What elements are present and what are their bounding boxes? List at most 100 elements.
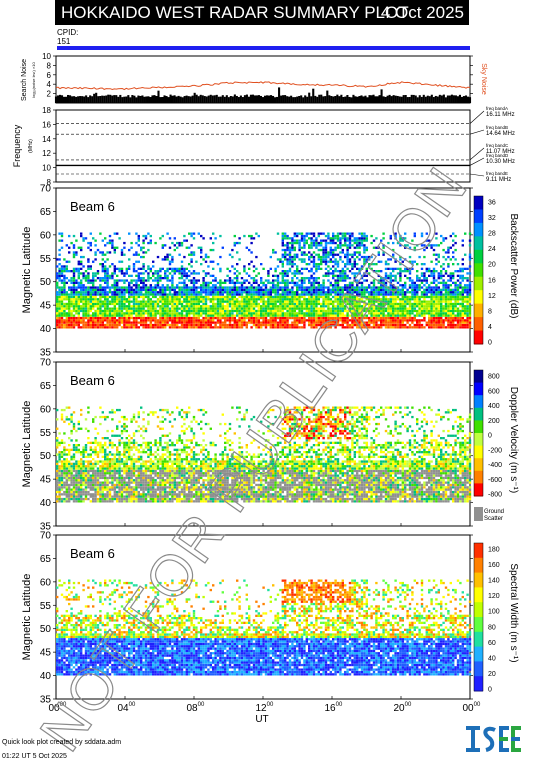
radar-cell xyxy=(300,300,304,303)
radar-cell xyxy=(269,326,272,329)
radar-cell xyxy=(63,465,66,468)
radar-cell xyxy=(413,293,416,296)
radar-cell xyxy=(363,260,366,263)
radar-cell xyxy=(322,326,325,329)
radar-cell xyxy=(272,323,275,327)
radar-cell xyxy=(168,288,172,291)
radar-cell xyxy=(255,286,258,289)
radar-cell xyxy=(178,321,181,324)
radar-cell xyxy=(68,488,71,491)
radar-cell xyxy=(346,302,349,306)
radar-cell xyxy=(63,441,66,444)
radar-cell xyxy=(332,307,335,310)
radar-cell xyxy=(214,298,217,301)
radar-cell xyxy=(396,288,400,291)
radar-cell xyxy=(123,295,126,299)
radar-cell xyxy=(96,288,100,291)
radar-cell xyxy=(63,323,66,327)
radar-cell xyxy=(77,309,80,313)
radar-cell xyxy=(454,323,457,327)
radar-cell xyxy=(312,295,316,299)
radar-cell xyxy=(334,260,337,263)
radar-cell xyxy=(276,281,280,284)
radar-cell xyxy=(363,239,366,242)
radar-cell xyxy=(279,272,282,275)
radar-cell xyxy=(370,309,373,313)
radar-cell xyxy=(382,244,385,247)
radar-cell xyxy=(296,255,299,259)
radar-cell xyxy=(123,286,126,289)
radar-cell xyxy=(358,305,361,308)
radar-cell xyxy=(452,295,455,299)
radar-cell xyxy=(185,312,188,315)
radar-cell xyxy=(204,321,208,324)
radar-cell xyxy=(370,291,373,294)
radar-cell xyxy=(293,284,296,287)
radar-cell xyxy=(317,234,320,238)
radar-cell xyxy=(394,279,397,282)
radar-cell xyxy=(382,321,385,324)
radar-cell xyxy=(341,279,344,282)
radar-cell xyxy=(423,302,426,306)
radar-cell xyxy=(77,476,80,480)
radar-cell xyxy=(224,321,227,324)
radar-cell xyxy=(245,312,248,315)
radar-cell xyxy=(336,319,340,322)
radar-cell xyxy=(432,270,436,273)
radar-cell xyxy=(420,244,424,247)
radar-cell xyxy=(322,316,325,320)
radar-cell xyxy=(164,277,167,280)
radar-cell xyxy=(466,307,469,310)
radar-cell xyxy=(142,312,145,315)
radar-cell xyxy=(428,326,431,329)
radar-cell xyxy=(267,288,270,291)
radar-cell xyxy=(336,277,340,280)
radar-cell xyxy=(166,307,169,310)
radar-cell xyxy=(440,312,443,315)
radar-cell xyxy=(250,288,253,291)
radar-cell xyxy=(440,234,443,238)
radar-cell xyxy=(116,309,119,313)
radar-cell xyxy=(425,277,428,280)
radar-cell xyxy=(375,307,378,310)
radar-cell xyxy=(142,323,145,327)
radar-cell xyxy=(411,260,414,263)
radar-cell xyxy=(216,298,220,301)
radar-cell xyxy=(178,270,181,273)
radar-cell xyxy=(60,234,64,238)
radar-cell xyxy=(70,291,73,294)
radar-cell xyxy=(231,248,234,252)
lat-ytick-label: 70 xyxy=(40,358,52,369)
radar-cell xyxy=(360,274,364,277)
radar-cell xyxy=(384,284,388,287)
radar-cell xyxy=(96,298,100,301)
colorbar-tick-label: -600 xyxy=(488,477,502,484)
radar-cell xyxy=(137,253,140,256)
radar-cell xyxy=(113,288,116,291)
radar-cell xyxy=(368,265,371,268)
radar-cell xyxy=(425,270,428,273)
radar-cell xyxy=(348,232,352,235)
radar-cell xyxy=(461,277,464,280)
radar-cell xyxy=(358,253,361,256)
radar-cell xyxy=(281,239,284,242)
radar-cell xyxy=(144,270,148,273)
radar-cell xyxy=(250,260,253,263)
radar-cell xyxy=(291,260,294,263)
radar-cell xyxy=(384,319,388,322)
radar-cell xyxy=(281,300,284,303)
radar-cell xyxy=(360,316,364,320)
radar-cell xyxy=(180,319,184,322)
radar-cell xyxy=(300,291,304,294)
radar-cell xyxy=(60,274,64,277)
radar-cell xyxy=(128,232,131,235)
radar-cell xyxy=(108,321,112,324)
radar-cell xyxy=(190,232,193,235)
radar-cell xyxy=(315,267,318,270)
radar-cell xyxy=(449,314,452,317)
radar-cell xyxy=(195,305,198,308)
radar-cell xyxy=(68,286,71,289)
radar-cell xyxy=(72,500,76,503)
radar-cell xyxy=(435,326,438,329)
radar-cell xyxy=(384,274,388,277)
